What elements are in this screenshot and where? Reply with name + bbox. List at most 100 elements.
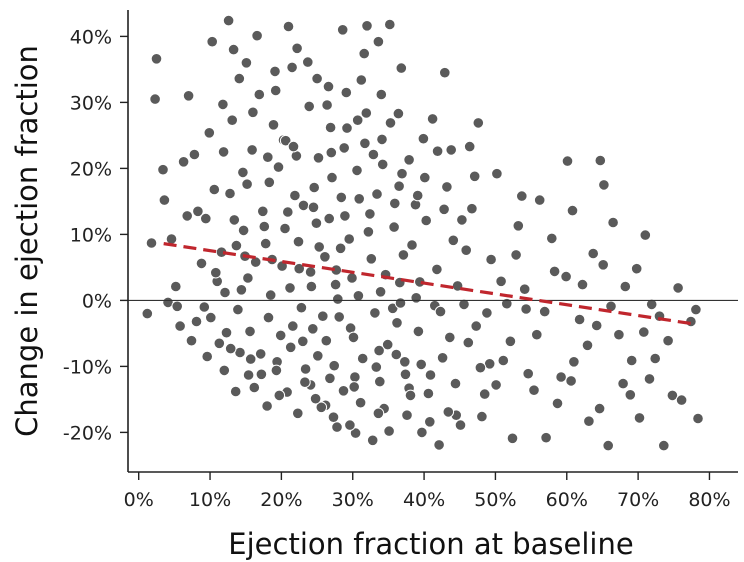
data-point [384, 117, 397, 129]
data-point [583, 415, 595, 428]
data-point [619, 280, 632, 293]
data-point [356, 352, 369, 365]
data-point [630, 262, 643, 275]
data-point [551, 397, 564, 410]
data-point [481, 307, 493, 319]
data-point [341, 122, 353, 134]
data-points [141, 14, 704, 452]
data-point [326, 171, 338, 184]
data-point [304, 266, 317, 278]
data-point [594, 154, 607, 167]
y-tick-label: 40% [70, 26, 112, 48]
data-point [319, 250, 331, 263]
data-point [395, 62, 408, 74]
data-point [478, 388, 491, 400]
data-point [158, 194, 171, 206]
data-point [365, 252, 378, 265]
data-point [219, 286, 231, 299]
data-point [369, 307, 381, 319]
data-point [248, 381, 261, 394]
y-tick-label: 0% [82, 290, 112, 312]
y-tick-label: 30% [70, 92, 112, 114]
data-point [449, 377, 462, 390]
data-point [230, 239, 243, 252]
data-point [274, 329, 287, 342]
data-point [347, 331, 360, 344]
data-point [313, 241, 326, 253]
data-point [224, 342, 237, 355]
data-point [399, 356, 411, 368]
data-point [327, 411, 340, 424]
data-point [431, 263, 443, 276]
data-point [436, 352, 449, 364]
data-point [643, 373, 656, 385]
data-point [220, 326, 233, 339]
data-point [315, 401, 328, 414]
x-tick-label: 80% [688, 489, 730, 511]
data-point [255, 368, 268, 381]
x-axis-title: Ejection fraction at baseline [228, 527, 633, 561]
data-point [338, 142, 351, 154]
data-point [346, 272, 358, 284]
data-point [354, 396, 367, 409]
data-point [438, 203, 450, 216]
data-point [458, 298, 470, 311]
data-point [401, 409, 413, 422]
data-point [292, 407, 304, 420]
data-point [560, 270, 572, 283]
x-tick-label: 50% [474, 489, 516, 511]
data-point [270, 364, 283, 377]
data-point [269, 65, 281, 78]
data-point [145, 237, 158, 249]
data-point [307, 201, 320, 214]
data-point [253, 88, 266, 101]
data-point [397, 249, 410, 261]
data-point [516, 190, 528, 202]
data-point [272, 161, 285, 173]
data-point [254, 348, 267, 360]
data-point [419, 171, 431, 184]
data-point [292, 235, 305, 248]
data-point [666, 389, 679, 402]
data-point [182, 90, 195, 102]
data-point [235, 284, 248, 296]
data-point [229, 385, 242, 398]
data-point [649, 352, 662, 365]
data-point [462, 336, 475, 349]
data-point [185, 334, 198, 347]
data-point [454, 419, 467, 431]
data-point [262, 151, 274, 163]
data-point [573, 313, 586, 326]
data-point [444, 331, 456, 344]
data-point [662, 334, 674, 347]
data-point [353, 193, 366, 205]
data-point [439, 66, 451, 79]
data-point [393, 180, 405, 192]
data-point [349, 427, 362, 439]
data-point [241, 178, 253, 190]
data-point [328, 359, 341, 372]
data-point [263, 176, 276, 189]
data-point [581, 339, 594, 352]
trend-line [163, 242, 696, 326]
data-point [617, 377, 629, 390]
data-point [555, 371, 567, 383]
data-point [374, 375, 386, 388]
x-axis-ticks: 0% 10% 20% 30% 40% 50% 60% 70% 80% [124, 472, 731, 511]
data-point [565, 375, 577, 387]
data-point [392, 107, 405, 120]
data-point [533, 194, 546, 206]
data-point [233, 72, 246, 85]
data-point [522, 367, 535, 380]
data-point [495, 275, 507, 288]
data-point [259, 237, 272, 250]
data-point [672, 282, 684, 294]
data-point [305, 280, 318, 293]
data-point [548, 265, 561, 278]
data-point [309, 392, 322, 405]
data-point [297, 199, 310, 212]
data-point [638, 326, 650, 338]
data-point [372, 35, 385, 48]
data-point [625, 354, 638, 367]
data-point [251, 29, 263, 42]
